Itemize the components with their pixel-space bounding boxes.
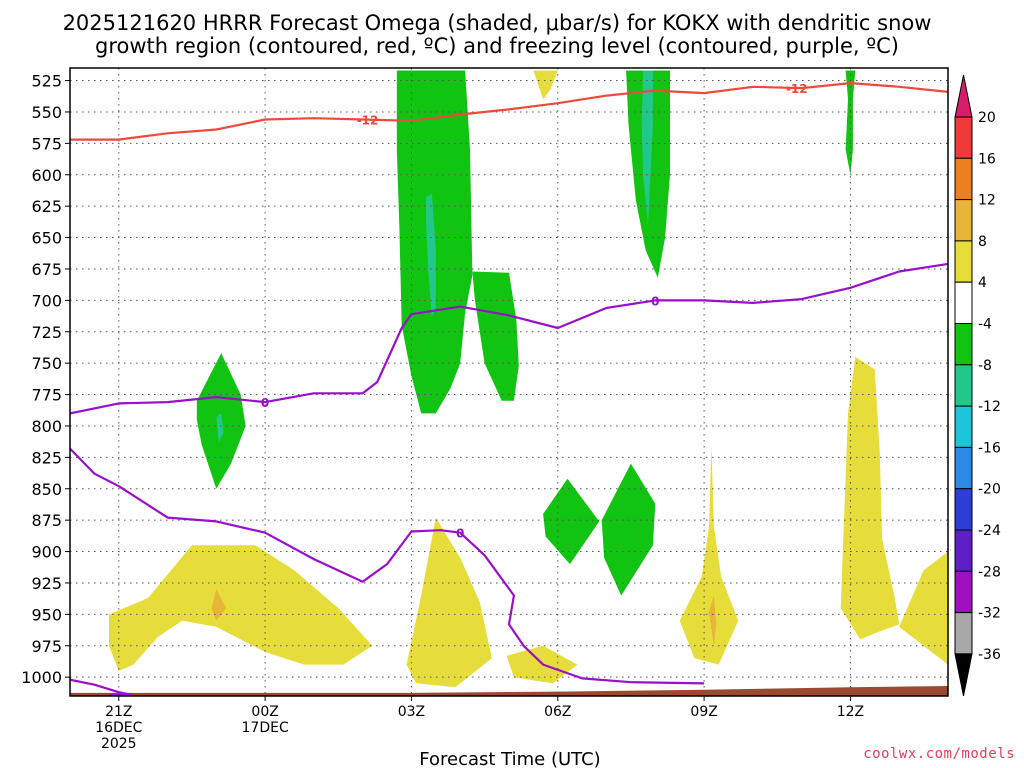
chart-title-line1: 2025121620 HRRR Forecast Omega (shaded, … (63, 11, 932, 35)
colorbar-label: -36 (978, 647, 1001, 663)
credit-link[interactable]: coolwx.com/models (863, 746, 1015, 762)
colorbar-bottom-arrow (954, 653, 973, 696)
y-tick-label: 975 (31, 637, 62, 656)
colorbar-label: 16 (978, 151, 996, 167)
x-tick-label: 09Z (690, 704, 717, 720)
y-tick-label: 775 (31, 386, 62, 405)
colorbar-segment (954, 364, 973, 407)
y-tick-label: 575 (31, 134, 62, 153)
y-tick-label: 800 (31, 417, 62, 436)
colorbar-segment (954, 281, 973, 325)
x-tick-label: 16DEC (95, 720, 142, 736)
colorbar-label: -28 (978, 564, 1001, 580)
y-tick-label: 925 (31, 574, 62, 593)
omega-region (840, 356, 900, 640)
contour-line (70, 447, 705, 685)
contour-line (70, 82, 948, 141)
colorbar-segment (954, 240, 973, 283)
colorbar-segment (954, 529, 973, 572)
colorbar-segment (954, 323, 973, 366)
omega-region (406, 517, 492, 688)
colorbar-segment (954, 570, 973, 614)
omega-region (472, 271, 519, 401)
contour-label: 0 (261, 396, 269, 410)
x-tick-label: 03Z (398, 704, 425, 720)
contour-layer: -12 -12 0 0 0 (70, 82, 948, 696)
colorbar-label: 4 (978, 275, 987, 291)
y-tick-label: 875 (31, 511, 62, 530)
omega-shading-layer (70, 70, 948, 696)
colorbar-label: -32 (978, 606, 1001, 622)
y-tick-label: 850 (31, 480, 62, 499)
omega-region (601, 463, 656, 596)
y-tick-label: 950 (31, 605, 62, 624)
y-tick-label: 550 (31, 103, 62, 122)
colorbar-label: -4 (978, 317, 992, 333)
omega-region (641, 70, 653, 225)
omega-region (709, 595, 717, 646)
y-tick-label: 725 (31, 323, 62, 342)
colorbar-label: -16 (978, 440, 1001, 456)
y-tick-label: 825 (31, 448, 62, 467)
y-tick-label: 900 (31, 543, 62, 562)
omega-region (533, 70, 558, 100)
colorbar: 20 16 12 8 4 -4 -8 -12 -16 -20 -24 -28 -32 -36 (954, 74, 1001, 696)
chart-title-line2: growth region (contoured, red, ºC) and f… (95, 34, 899, 58)
contour-label: -12 (357, 114, 379, 128)
x-tick-label: 17DEC (242, 720, 289, 736)
colorbar-label: -20 (978, 482, 1001, 498)
x-axis-label: Forecast Time (UTC) (419, 749, 600, 768)
y-tick-label: 700 (31, 291, 62, 310)
colorbar-segment (954, 116, 973, 159)
omega-region (679, 444, 739, 665)
y-tick-label: 525 (31, 72, 62, 91)
contour-label: 0 (651, 294, 659, 308)
colorbar-label: -12 (978, 399, 1001, 415)
colorbar-segment (954, 488, 973, 531)
y-tick-label: 650 (31, 229, 62, 248)
colorbar-segment (954, 199, 973, 242)
omega-region (109, 545, 373, 671)
colorbar-segment (954, 612, 973, 655)
contour-label: -12 (786, 82, 808, 96)
y-tick-label: 600 (31, 166, 62, 185)
gridlines (70, 68, 948, 696)
contour-line (70, 678, 133, 696)
colorbar-label: -24 (978, 523, 1001, 539)
x-tick-label: 21Z (105, 704, 132, 720)
y-tick-label: 675 (31, 260, 62, 279)
y-tick-label: 750 (31, 354, 62, 373)
contour-label: 0 (456, 527, 464, 541)
x-tick-label: 06Z (544, 704, 571, 720)
omega-region (216, 413, 224, 443)
omega-region (426, 193, 436, 317)
pressure-axis: 525 550 575 600 625 650 675 700 725 750 775 800 825 8… (21, 72, 70, 687)
contour-line (70, 262, 948, 415)
colorbar-label: 8 (978, 234, 987, 250)
x-tick-label: 12Z (837, 704, 864, 720)
colorbar-label: 20 (978, 110, 996, 126)
x-tick-label: 00Z (251, 704, 278, 720)
omega-region (543, 478, 600, 565)
colorbar-label: -8 (978, 358, 992, 374)
terrain-strip (70, 685, 948, 696)
colorbar-segment (954, 405, 973, 448)
omega-region (899, 551, 948, 665)
omega-region (211, 589, 227, 621)
colorbar-top-arrow (954, 74, 973, 118)
colorbar-segment (954, 157, 973, 201)
x-tick-label: 2025 (101, 736, 137, 752)
plot-frame (69, 67, 949, 697)
y-tick-label: 625 (31, 197, 62, 216)
y-tick-label: 1000 (21, 668, 62, 687)
colorbar-label: 12 (978, 193, 996, 209)
colorbar-segment (954, 446, 973, 490)
